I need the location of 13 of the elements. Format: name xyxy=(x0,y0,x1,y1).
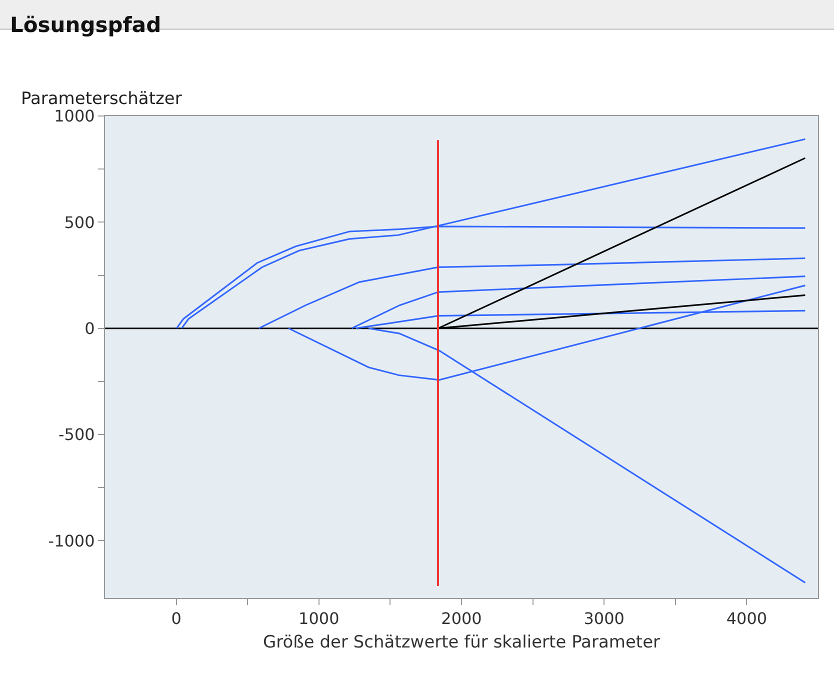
x-tick-label: 4000 xyxy=(726,609,768,628)
y-tick-label: -500 xyxy=(58,425,95,444)
x-axis-title: Größe der Schätzwerte für skalierte Parameter xyxy=(262,632,660,653)
chart-title: Lösungspfad xyxy=(10,13,162,37)
y-tick-label: -1000 xyxy=(48,531,95,550)
y-tick-label: 1000 xyxy=(54,106,95,126)
x-tick-label: 3000 xyxy=(584,609,624,628)
x-tick-label: 2000 xyxy=(441,609,482,628)
y-axis-title: Parameterschätzer xyxy=(21,89,182,109)
y-tick-label: 0 xyxy=(84,318,95,338)
x-tick-label: 1000 xyxy=(298,609,340,628)
y-tick-label: 500 xyxy=(64,212,95,232)
x-tick-label: 0 xyxy=(171,609,182,628)
